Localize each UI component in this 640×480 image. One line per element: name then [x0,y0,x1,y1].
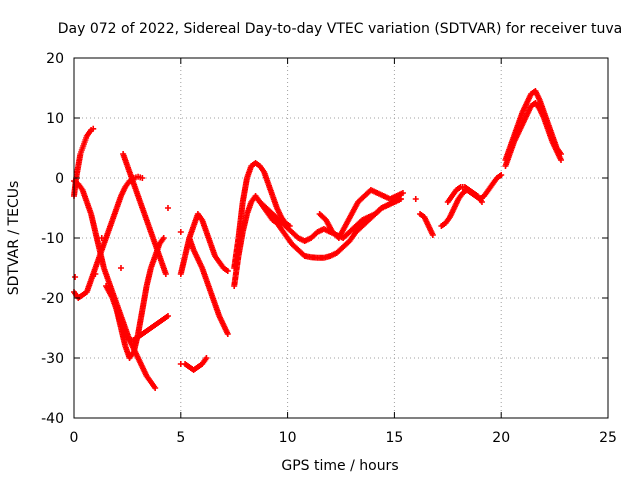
x-tick-labels: 0 5 10 15 20 25 [70,430,617,446]
x-tick-label: 20 [492,430,510,446]
point-arc7 [224,268,231,274]
y-tick-label: 20 [46,51,64,67]
y-axis-title: SDTVAR / TECUs [6,181,22,296]
x-tick-label: 10 [279,430,297,446]
point-arc18 [558,157,565,163]
point-arc13 [399,190,406,196]
x-tick-label: 25 [599,430,617,446]
point-arc12 [397,196,404,202]
point-arc4 [164,313,171,319]
y-tick-label: 0 [55,171,64,187]
y-tick-label: -40 [41,411,64,427]
y-tick-label: -30 [41,351,64,367]
point-arc8 [224,331,231,337]
point-arc2 [152,385,159,391]
point-arc9 [203,355,210,361]
point-outliers [177,361,184,367]
point-arc3 [139,175,146,181]
data-points [71,88,565,391]
y-tick-label: 10 [46,111,64,127]
chart-title: Day 072 of 2022, Sidereal Day-to-day VTE… [58,21,622,37]
y-tick-label: -10 [41,231,64,247]
point-outliers [98,235,105,241]
y-tick-label: -20 [41,291,64,307]
point-outliers [72,274,79,280]
axis-ticks [73,57,609,419]
point-arc1 [90,125,97,132]
point-outliers [164,205,171,211]
point-arc14 [429,232,436,238]
point-arc6 [160,235,167,241]
point-outliers [412,196,419,202]
x-tick-label: 0 [70,430,79,446]
y-tick-labels: -40 -30 -20 -10 0 10 20 [41,51,64,427]
point-outliers [117,265,124,271]
point-arc5 [162,271,169,277]
x-tick-label: 5 [176,430,185,446]
point-outliers [177,229,184,235]
x-tick-label: 15 [385,430,403,446]
point-arc16 [478,199,485,205]
point-outliers [92,271,99,277]
point-arc15 [498,172,505,178]
x-axis-title: GPS time / hours [281,458,398,474]
